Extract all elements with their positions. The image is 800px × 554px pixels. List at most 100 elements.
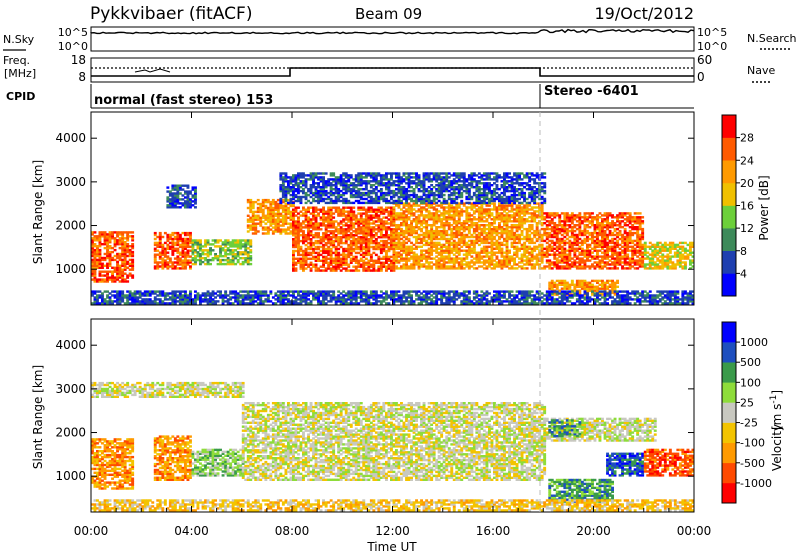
echo-cell: [271, 214, 275, 217]
echo-cell: [482, 189, 486, 193]
echo-cell: [445, 212, 449, 215]
echo-cell: [281, 230, 285, 233]
echo-cell: [118, 270, 122, 273]
echo-cell: [412, 226, 416, 229]
echo-cell: [505, 220, 509, 223]
echo-cell: [314, 251, 318, 255]
echo-cell: [344, 210, 348, 213]
echo-cell: [103, 280, 107, 283]
echo-cell: [508, 267, 511, 270]
echo-cell: [407, 265, 411, 268]
echo-cell: [357, 218, 361, 221]
echo-cell: [540, 249, 544, 252]
echo-cell: [108, 264, 112, 267]
echo-cell: [437, 247, 441, 250]
echo-cell: [307, 206, 310, 209]
echo-cell: [181, 231, 185, 235]
echo-cell: [131, 276, 135, 279]
echo-cell: [118, 266, 122, 269]
echo-cell: [307, 234, 310, 237]
echo-cell: [420, 241, 423, 245]
echo-cell: [525, 231, 529, 235]
echo-cell: [214, 255, 217, 258]
echo-cell: [334, 210, 338, 213]
echo-cell: [462, 229, 466, 233]
echo-cell: [229, 253, 233, 256]
echo-cell: [395, 245, 398, 248]
echo-cell: [452, 197, 456, 201]
echo-cell: [309, 251, 313, 255]
echo-cell: [385, 176, 388, 179]
echo-cell: [314, 206, 318, 209]
echo-cell: [430, 267, 434, 270]
echo-cell: [281, 204, 285, 208]
echo-cell: [324, 269, 328, 272]
echo-cell: [543, 216, 547, 219]
echo-cell: [364, 216, 368, 219]
echo-cell: [269, 218, 273, 221]
echo-cell: [425, 227, 429, 231]
beam-label: Beam 09: [355, 5, 422, 23]
echo-cell: [462, 176, 466, 179]
echo-cell: [400, 176, 403, 179]
echo-cell: [256, 202, 260, 206]
echo-cell: [329, 259, 333, 262]
echo-cell: [535, 255, 539, 258]
echo-cell: [472, 251, 476, 254]
echo-cell: [445, 186, 449, 189]
echo-cell: [332, 180, 336, 183]
echo-cell: [488, 212, 491, 215]
echo-cell: [472, 174, 476, 177]
echo-cell: [297, 224, 300, 227]
echo-cell: [364, 245, 368, 249]
echo-cell: [239, 262, 243, 266]
echo-cell: [508, 233, 511, 237]
echo-cell: [184, 233, 187, 237]
echo-cell: [354, 195, 358, 199]
echo-cell: [256, 206, 260, 210]
echo-cell: [415, 255, 418, 258]
echo-cell: [276, 208, 280, 212]
echo-cell: [498, 197, 501, 201]
echo-cell: [392, 191, 396, 195]
echo-cell: [269, 228, 273, 231]
echo-cell: [528, 204, 532, 207]
echo-cell: [379, 193, 383, 197]
echo-cell: [329, 255, 333, 259]
echo-cell: [113, 276, 117, 279]
echo-cell: [103, 235, 107, 238]
echo-cell: [477, 201, 481, 205]
echo-cell: [405, 257, 408, 260]
echo-cell: [339, 212, 343, 215]
echo-cell: [271, 202, 275, 206]
echo-cell: [249, 218, 253, 221]
echo-cell: [332, 243, 336, 247]
echo-cell: [254, 200, 258, 204]
echo-cell: [508, 195, 511, 199]
echo-cell: [442, 229, 446, 233]
echo-cell: [171, 204, 175, 207]
echo-cell: [332, 265, 336, 268]
echo-cell: [513, 199, 516, 203]
echo-cell: [390, 224, 393, 227]
echo-cell: [500, 180, 504, 183]
echo-cell: [515, 214, 519, 217]
echo-cell: [332, 172, 336, 175]
echo-cell: [299, 230, 303, 233]
echo-cell: [317, 236, 320, 239]
echo-cell: [307, 218, 310, 221]
echo-cell: [385, 197, 388, 201]
echo-cell: [498, 245, 501, 248]
echo-cell: [477, 180, 481, 183]
echo-cell: [415, 201, 418, 205]
echo-cell: [385, 191, 388, 195]
echo-cell: [349, 249, 353, 253]
echo-cell: [442, 208, 446, 211]
echo-cell: [359, 206, 363, 209]
echo-cell: [121, 272, 125, 275]
echo-cell: [382, 195, 386, 199]
echo-cell: [176, 202, 180, 205]
echo-cell: [357, 191, 361, 195]
echo-cell: [545, 241, 549, 245]
echo-cell: [493, 247, 496, 250]
